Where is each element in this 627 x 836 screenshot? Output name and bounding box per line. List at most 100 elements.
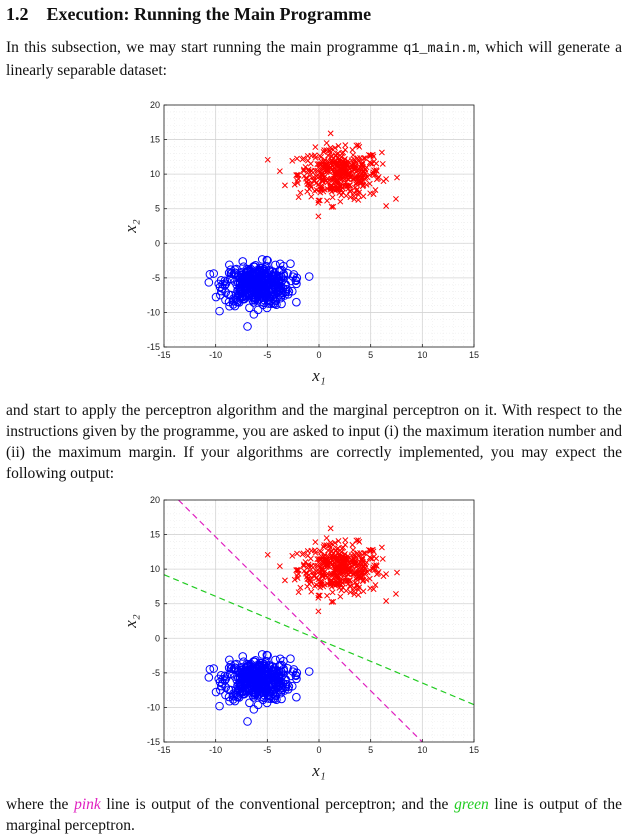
- data-point-x: [323, 572, 330, 579]
- grid: [163, 499, 475, 743]
- data-point-x: [293, 172, 300, 179]
- data-point-o: [216, 276, 226, 285]
- data-point-x: [319, 571, 326, 578]
- x-axis-label: x₁: [311, 366, 325, 385]
- data-point-x: [321, 156, 328, 163]
- data-point-x: [355, 191, 362, 198]
- data-point-x: [307, 160, 314, 167]
- data-point-x: [355, 175, 361, 182]
- data-point-x: [300, 155, 307, 162]
- data-point-x: [356, 178, 363, 185]
- y-tick-label: 20: [150, 100, 160, 110]
- data-point-x: [305, 561, 312, 568]
- data-point-o: [271, 289, 281, 299]
- data-point-x: [337, 198, 344, 205]
- data-point-o: [284, 682, 294, 691]
- data-point-x: [336, 155, 343, 162]
- data-point-x: [355, 592, 362, 598]
- data-point-o: [216, 671, 226, 680]
- data-point-x: [340, 149, 347, 156]
- data-point-x: [315, 592, 322, 599]
- data-point-x: [316, 165, 323, 172]
- data-point-x: [318, 171, 325, 178]
- data-point-o: [274, 282, 284, 292]
- scatter-plot-dataset: -15 -10 -5 0 5 10 15 20 15 10 5 0 -5 -10 -15 x₁ x₂: [121, 100, 479, 385]
- data-point-x: [336, 165, 343, 172]
- x-tick-label: -5: [263, 350, 271, 360]
- y-tick-label: 15: [150, 135, 160, 145]
- data-point-o: [266, 678, 276, 688]
- data-point-o: [283, 664, 292, 673]
- data-point-x: [300, 166, 307, 173]
- data-point-x: [307, 555, 314, 562]
- data-point-x: [355, 197, 362, 203]
- data-point-x: [370, 169, 377, 176]
- closing-text-1: where the: [6, 796, 75, 813]
- data-point-x: [373, 168, 380, 175]
- data-point-x: [350, 175, 357, 182]
- data-point-o: [276, 661, 285, 670]
- data-point-o: [226, 669, 235, 679]
- data-point-o: [220, 276, 230, 286]
- data-point-x: [323, 535, 330, 541]
- data-point-x: [351, 551, 358, 558]
- data-point-o: [266, 665, 276, 674]
- x-tick-label: -10: [209, 350, 222, 360]
- data-point-x: [318, 186, 325, 193]
- data-point-x: [311, 572, 318, 579]
- data-point-o: [286, 654, 295, 664]
- data-point-o: [243, 717, 252, 726]
- data-point-x: [328, 188, 335, 195]
- data-point-o: [269, 677, 279, 687]
- data-point-o: [287, 681, 297, 691]
- data-point-x: [345, 564, 352, 571]
- data-point-x: [264, 551, 271, 558]
- section-heading: 1.2 Execution: Running the Main Programme: [6, 4, 371, 25]
- data-point-x: [339, 556, 345, 563]
- data-point-x: [320, 544, 327, 550]
- data-point-x: [346, 165, 353, 172]
- data-point-x: [327, 580, 334, 587]
- data-point-x: [369, 555, 376, 562]
- data-point-x: [291, 576, 298, 583]
- data-point-x: [294, 155, 300, 162]
- data-point-x: [324, 197, 331, 204]
- data-point-o: [249, 657, 258, 666]
- data-point-x: [354, 186, 361, 193]
- data-point-x: [281, 577, 288, 584]
- data-point-o: [231, 685, 241, 694]
- data-point-o: [264, 295, 274, 304]
- data-point-x: [358, 555, 365, 562]
- data-point-o: [289, 665, 299, 674]
- data-point-x: [333, 185, 340, 192]
- data-point-o: [221, 295, 230, 305]
- data-point-o: [232, 675, 241, 685]
- data-point-o: [284, 287, 294, 296]
- x-tick-label: 0: [316, 350, 321, 360]
- x-tick-label: 10: [417, 350, 427, 360]
- data-point-o: [205, 269, 215, 279]
- data-point-o: [263, 651, 272, 660]
- data-point-x: [327, 556, 334, 562]
- data-point-x: [329, 176, 336, 183]
- data-point-x: [306, 186, 313, 192]
- data-point-x: [341, 157, 348, 164]
- data-point-x: [336, 550, 343, 557]
- data-point-o: [270, 694, 280, 703]
- data-point-x: [312, 154, 319, 161]
- data-point-x: [321, 551, 328, 558]
- y-tick-label: -10: [147, 307, 160, 317]
- closing-text-2: line is output of the conventional perce…: [100, 796, 455, 813]
- data-point-x: [305, 168, 312, 175]
- data-point-x: [347, 589, 354, 596]
- data-point-x: [317, 189, 324, 196]
- data-point-x: [316, 197, 323, 204]
- x-tick-label: -10: [209, 745, 222, 755]
- data-point-x: [342, 537, 349, 544]
- data-point-o: [272, 273, 281, 282]
- data-point-x: [306, 581, 313, 587]
- data-point-x: [374, 175, 381, 182]
- data-point-x: [333, 580, 340, 587]
- data-point-x: [378, 149, 385, 156]
- data-point-x: [350, 152, 357, 158]
